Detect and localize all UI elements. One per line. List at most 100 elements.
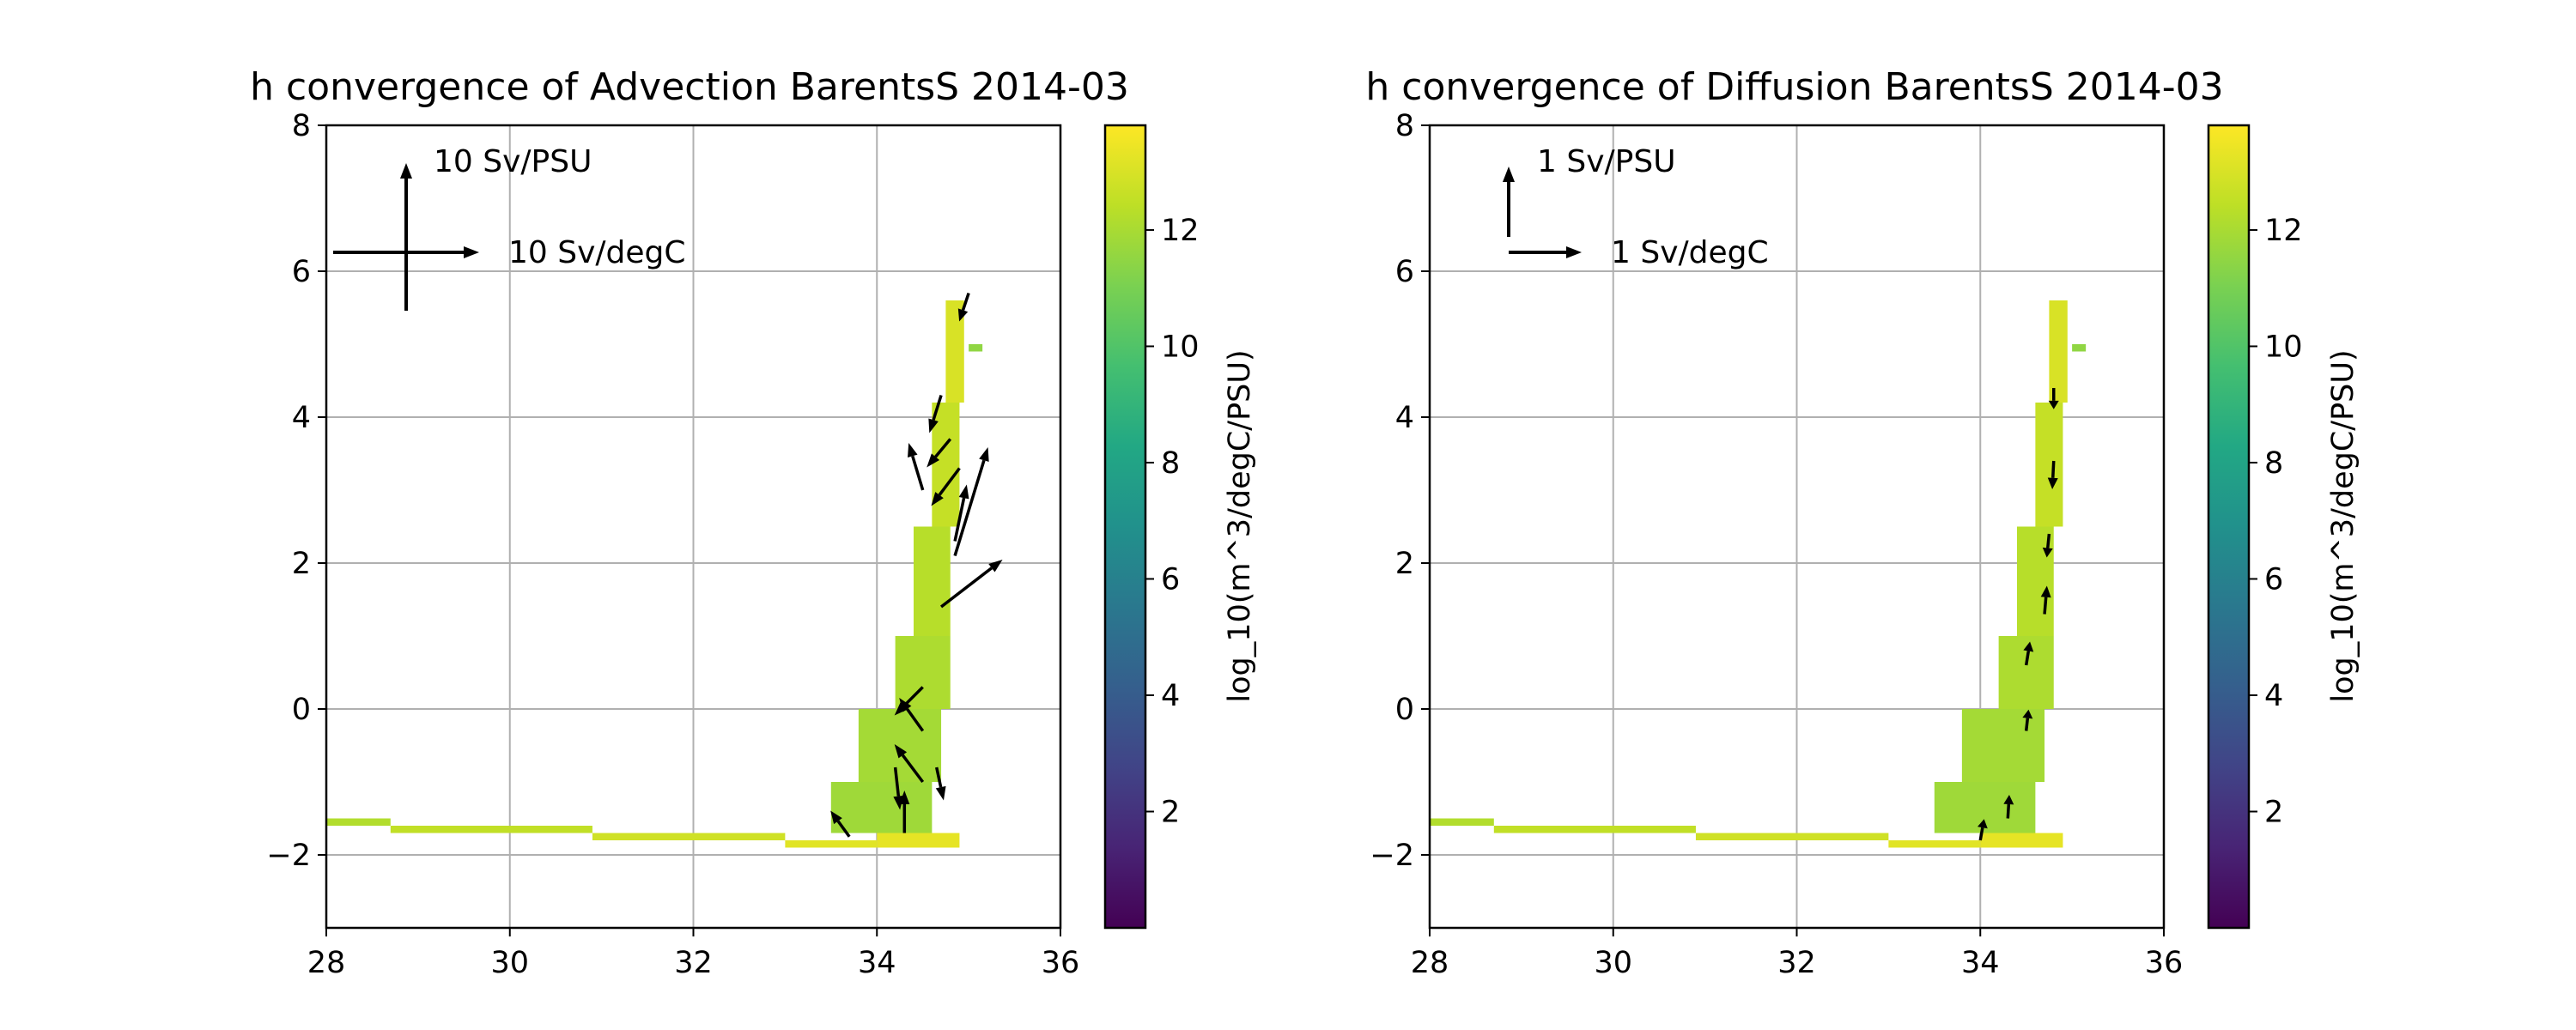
advection-vector-head xyxy=(979,447,989,463)
advection-heatmap-cell xyxy=(969,344,983,352)
diffusion-heatmap-cell xyxy=(1430,818,1494,826)
advection-vector-head xyxy=(928,418,939,433)
diffusion-heatmap-cell xyxy=(1888,840,1981,848)
advection-y-tick-label: 8 xyxy=(292,109,311,143)
advection-quiver-key: 10 Sv/PSU 10 Sv/degC xyxy=(333,144,686,311)
advection-heatmap-cell xyxy=(390,826,592,833)
advection-colorbar-tick-label: 4 xyxy=(1161,679,1180,713)
advection-colorbar xyxy=(1103,124,1147,930)
advection-vector-shaft xyxy=(893,766,901,797)
advection-y-tick-label: 4 xyxy=(292,401,311,435)
diffusion-title: h convergence of Diffusion BarentsS 2014… xyxy=(1365,65,2223,109)
diffusion-y-ticks: −2 0 2 4 6 8 xyxy=(1370,109,1430,873)
advection-vector-head xyxy=(935,785,946,801)
diffusion-y-tick-label: −2 xyxy=(1370,839,1414,873)
diffusion-vector-shaft xyxy=(2051,460,2056,478)
diffusion-vector-head xyxy=(2022,709,2033,719)
advection-vector-head xyxy=(927,453,940,468)
diffusion-heatmap-cell xyxy=(2072,344,2087,352)
advection-vector-shaft xyxy=(934,438,952,458)
diffusion-heatmap-cell xyxy=(2035,403,2063,527)
advection-panel: h convergence of Advection BarentsS 2014… xyxy=(250,65,1257,980)
diffusion-y-tick-label: 2 xyxy=(1395,547,1414,581)
advection-vector-shaft xyxy=(932,394,943,421)
diffusion-colorbar-tick-label: 8 xyxy=(2264,446,2283,481)
advection-vector-shaft xyxy=(953,497,966,542)
diffusion-y-tick-label: 6 xyxy=(1395,255,1414,289)
advection-vector-head xyxy=(931,492,944,506)
advection-heatmap-cell xyxy=(592,833,786,840)
advection-vector-shaft xyxy=(939,566,993,609)
advection-y-tick-label: 0 xyxy=(292,693,311,727)
diffusion-qk-y-label: 1 Sv/PSU xyxy=(1537,144,1676,179)
diffusion-y-tick-label: 8 xyxy=(1395,109,1414,143)
diffusion-vector-shaft xyxy=(2024,718,2030,731)
diffusion-colorbar-ticks: 2 4 6 8 10 12 xyxy=(2249,214,2303,829)
advection-x-tick-label: 28 xyxy=(307,946,346,980)
advection-colorbar-tick-label: 10 xyxy=(1161,330,1200,364)
diffusion-vector-shaft xyxy=(1978,827,1984,841)
advection-vector-shaft xyxy=(911,455,925,491)
advection-heatmap-cell xyxy=(858,709,942,782)
advection-colorbar-tick-label: 12 xyxy=(1161,214,1200,248)
advection-heatmap-cell xyxy=(326,818,391,826)
diffusion-x-tick-label: 32 xyxy=(1777,946,1816,980)
advection-vector-shaft xyxy=(961,292,970,311)
advection-heatmap-cell xyxy=(945,300,964,403)
diffusion-x-tick-label: 36 xyxy=(2145,946,2184,980)
advection-vector-shaft xyxy=(902,686,924,707)
advection-heatmap xyxy=(326,300,983,848)
advection-heatmap-cell xyxy=(877,833,960,848)
diffusion-vector-shaft xyxy=(2024,651,2031,666)
diffusion-heatmap-cell xyxy=(1493,826,1696,833)
advection-vectors xyxy=(830,292,1003,838)
diffusion-heatmap xyxy=(1430,300,2087,848)
diffusion-colorbar-tick-label: 4 xyxy=(2264,679,2283,713)
diffusion-qk-x-label: 1 Sv/degC xyxy=(1611,235,1769,270)
diffusion-qk-x-head xyxy=(1566,246,1582,258)
diffusion-vector-head xyxy=(2048,400,2059,409)
diffusion-colorbar-tick-label: 12 xyxy=(2264,214,2303,248)
advection-y-tick-label: −2 xyxy=(266,839,311,873)
diffusion-x-tick-label: 34 xyxy=(1961,946,2000,980)
advection-heatmap-cell xyxy=(895,636,951,709)
diffusion-heatmap-cell xyxy=(1695,833,1889,840)
advection-vector-shaft xyxy=(836,820,851,838)
advection-title: h convergence of Advection BarentsS 2014… xyxy=(250,65,1129,109)
diffusion-heatmap-cell xyxy=(2049,300,2068,403)
advection-vector-head xyxy=(893,795,904,810)
advection-colorbar-ticks: 2 4 6 8 10 12 xyxy=(1145,214,1200,829)
advection-y-tick-label: 2 xyxy=(292,547,311,581)
advection-vector-head xyxy=(957,308,969,322)
diffusion-panel: h convergence of Diffusion BarentsS 2014… xyxy=(1365,65,2360,980)
advection-x-tick-label: 30 xyxy=(490,946,529,980)
advection-colorbar-tick-label: 6 xyxy=(1161,562,1180,597)
diffusion-colorbar-tick-label: 10 xyxy=(2264,330,2303,364)
diffusion-quiver-key: 1 Sv/PSU 1 Sv/degC xyxy=(1503,144,1769,270)
advection-vector-head xyxy=(958,484,969,500)
advection-vector-shaft xyxy=(953,459,986,557)
advection-y-ticks: −2 0 2 4 6 8 xyxy=(266,109,326,873)
diffusion-vector-head xyxy=(2042,547,2053,558)
advection-vector-shaft xyxy=(935,766,943,788)
diffusion-qk-y-head xyxy=(1503,167,1515,182)
diffusion-vector-head xyxy=(2047,477,2058,489)
advection-qk-y-label: 10 Sv/PSU xyxy=(434,144,592,179)
advection-qk-x-label: 10 Sv/degC xyxy=(508,235,686,270)
advection-colorbar-tick-label: 8 xyxy=(1161,446,1180,481)
diffusion-heatmap-cell xyxy=(1980,833,2063,848)
diffusion-colorbar-label: log_10(m^3/degC/PSU) xyxy=(2326,349,2360,702)
diffusion-vector-head xyxy=(1977,819,1988,829)
diffusion-vector-head xyxy=(2023,641,2034,652)
advection-y-tick-label: 6 xyxy=(292,255,311,289)
advection-vector-shaft xyxy=(906,708,925,732)
diffusion-y-tick-label: 0 xyxy=(1395,693,1414,727)
advection-x-tick-label: 34 xyxy=(858,946,896,980)
advection-vector-head xyxy=(908,443,918,458)
diffusion-vector-shaft xyxy=(2046,533,2051,548)
advection-qk-x-head xyxy=(464,246,479,258)
diffusion-vector-head xyxy=(2040,585,2051,598)
diffusion-x-tick-label: 28 xyxy=(1411,946,1449,980)
diffusion-vector-shaft xyxy=(2043,597,2048,615)
